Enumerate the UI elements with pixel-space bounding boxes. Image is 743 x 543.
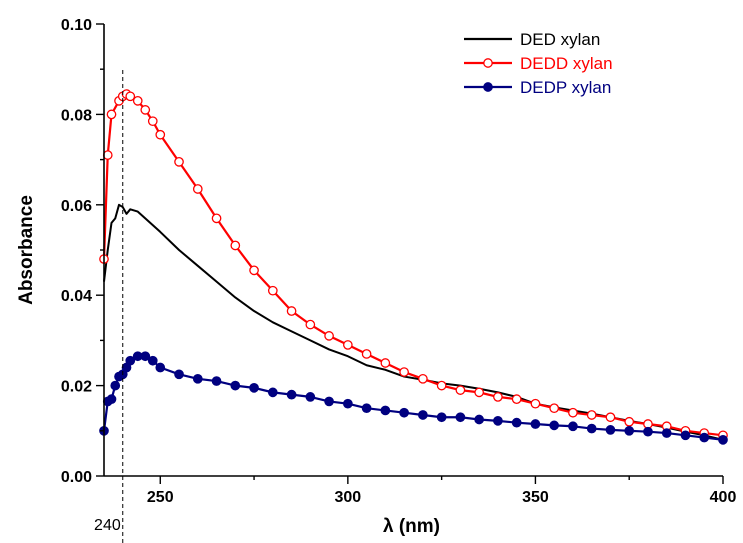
data-point <box>568 407 578 418</box>
data-point <box>493 392 503 402</box>
legend-marker <box>483 82 493 92</box>
data-point <box>211 376 222 386</box>
y-axis-title: Absorbance <box>16 195 37 305</box>
data-point <box>132 95 143 106</box>
data-point <box>399 367 409 377</box>
y-tick-label: 0.02 <box>61 379 92 396</box>
data-point <box>680 430 691 441</box>
data-point <box>192 184 203 194</box>
data-point <box>125 91 136 102</box>
x-tick-label: 350 <box>522 489 549 506</box>
legend-label: DEDP xylan <box>520 78 611 97</box>
data-point <box>249 383 259 393</box>
data-point <box>342 398 353 409</box>
data-point <box>147 116 158 127</box>
y-tick-label: 0.08 <box>61 107 92 124</box>
legend-item: DEDP xylan <box>464 78 611 97</box>
data-point <box>436 380 447 391</box>
data-point <box>718 434 728 445</box>
legend-item: DEDD xylan <box>464 54 613 73</box>
data-point <box>230 240 241 251</box>
data-point <box>155 129 166 140</box>
data-point <box>436 412 447 423</box>
x-tick-label: 300 <box>334 489 361 506</box>
y-tick-label: 0.00 <box>61 469 92 486</box>
data-point <box>361 349 372 359</box>
data-point <box>174 369 184 380</box>
data-point <box>110 380 121 391</box>
series-dedd-xylan <box>99 89 728 441</box>
data-point <box>455 385 466 395</box>
series-dedp-xylan <box>99 351 728 445</box>
data-point <box>155 362 166 373</box>
data-point <box>140 105 151 115</box>
y-tick-label: 0.04 <box>61 288 92 305</box>
data-point <box>286 306 297 316</box>
data-point <box>125 355 136 366</box>
annotation-label: 240 <box>94 517 121 534</box>
data-point <box>643 426 653 437</box>
data-point <box>474 387 484 398</box>
data-point <box>586 423 597 434</box>
data-point <box>455 412 466 423</box>
data-point <box>661 428 672 438</box>
legend-label: DED xylan <box>520 30 600 49</box>
data-point <box>267 285 278 296</box>
data-point <box>624 416 635 427</box>
y-tick-label: 0.06 <box>61 198 92 215</box>
data-point <box>549 403 560 414</box>
data-point <box>305 319 316 330</box>
data-point <box>511 417 522 428</box>
data-point <box>605 412 616 423</box>
data-point <box>361 403 372 414</box>
legend-label: DEDD xylan <box>520 54 613 73</box>
data-point <box>493 416 503 426</box>
data-point <box>549 420 560 431</box>
data-point <box>418 410 428 420</box>
data-point <box>102 150 113 160</box>
data-point <box>474 414 484 425</box>
data-point <box>605 425 616 435</box>
data-point <box>267 387 278 398</box>
series-line <box>103 203 724 441</box>
data-point <box>106 394 117 405</box>
data-point <box>324 396 334 407</box>
data-point <box>530 419 541 429</box>
data-point <box>286 389 297 400</box>
data-point <box>699 432 710 443</box>
x-axis-title: λ (nm) <box>383 516 440 537</box>
legend: DED xylan DEDD xylan DEDP xylan <box>464 30 613 97</box>
annotation-240: 240 <box>94 70 124 543</box>
plot-area <box>99 89 728 445</box>
data-point <box>342 340 353 350</box>
data-point <box>530 398 541 409</box>
data-point <box>380 358 391 368</box>
ticks: 250 300 350 400 0.00 0.02 0.04 0.06 0.08 0.10 <box>61 17 737 506</box>
data-point <box>324 331 334 341</box>
data-point <box>586 410 597 420</box>
data-point <box>511 394 522 405</box>
data-point <box>568 421 578 432</box>
data-point <box>624 425 635 436</box>
data-point <box>140 351 151 362</box>
data-point <box>249 265 259 276</box>
x-tick-label: 250 <box>147 489 174 506</box>
data-point <box>211 213 222 224</box>
axes <box>103 24 723 477</box>
data-point <box>305 392 316 402</box>
x-tick-label: 400 <box>710 489 737 506</box>
data-point <box>147 355 158 366</box>
y-tick-label: 0.10 <box>61 17 92 34</box>
data-point <box>380 405 391 416</box>
data-point <box>399 407 409 418</box>
legend-marker <box>483 58 493 68</box>
legend-item: DED xylan <box>464 30 600 49</box>
data-point <box>106 109 117 120</box>
data-point <box>230 380 241 391</box>
data-point <box>174 157 184 167</box>
series-ded-xylan <box>103 203 724 441</box>
data-point <box>418 373 428 384</box>
data-point <box>192 373 203 384</box>
